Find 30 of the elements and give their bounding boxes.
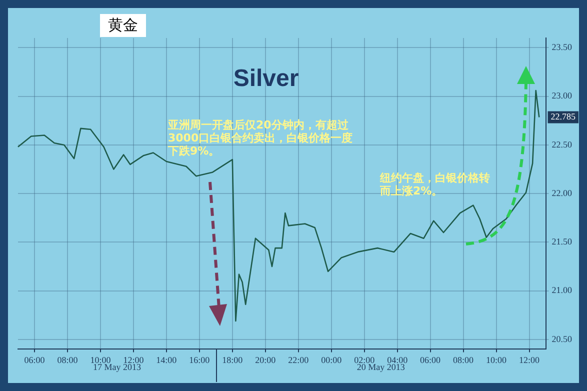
x-tick-label: 20:00: [255, 354, 276, 365]
y-tick-label: 21.50: [552, 236, 572, 247]
x-tick-label: 14:00: [156, 354, 178, 365]
x-tick-label: 04:00: [387, 354, 408, 365]
x-tick-label: 08:00: [57, 354, 78, 365]
annotation: 纽约午盘，白银价格转而上涨2%。: [379, 171, 490, 198]
annotation: 22.785: [550, 112, 576, 122]
text: 20 May 2013: [356, 362, 406, 372]
x-tick-label: 08:00: [453, 354, 474, 365]
x-tick-label: 12:00: [123, 354, 144, 365]
annotation: 亚洲周一开盘后仅20分钟内，有超过3000口白银合约卖出，白银价格一度下跌9%。: [167, 118, 353, 158]
x-tick-label: 22:00: [288, 354, 310, 365]
x-tick-label: 16:00: [189, 354, 210, 365]
y-tick-label: 22.00: [552, 188, 572, 198]
y-tick-label: 23.00: [552, 90, 572, 101]
text: Silver: [233, 65, 299, 92]
x-tick-label: 10:00: [486, 354, 508, 365]
y-tick-label: 22.50: [552, 139, 572, 150]
x-tick-label: 12:00: [519, 354, 540, 365]
text: 17 May 2013: [92, 362, 142, 372]
x-tick-label: 00:00: [321, 354, 342, 365]
x-tick-label: 10:00: [90, 354, 112, 365]
x-tick-label: 18:00: [222, 354, 244, 365]
y-tick-label: 20.50: [552, 334, 572, 344]
y-tick-label: 23.50: [552, 42, 572, 52]
x-tick-label: 06:00: [24, 354, 46, 365]
y-tick-label: 21.00: [552, 285, 572, 296]
x-tick-label: 06:00: [420, 354, 442, 365]
x-tick-label: 02:00: [354, 354, 376, 365]
text: 黄金: [100, 14, 146, 37]
